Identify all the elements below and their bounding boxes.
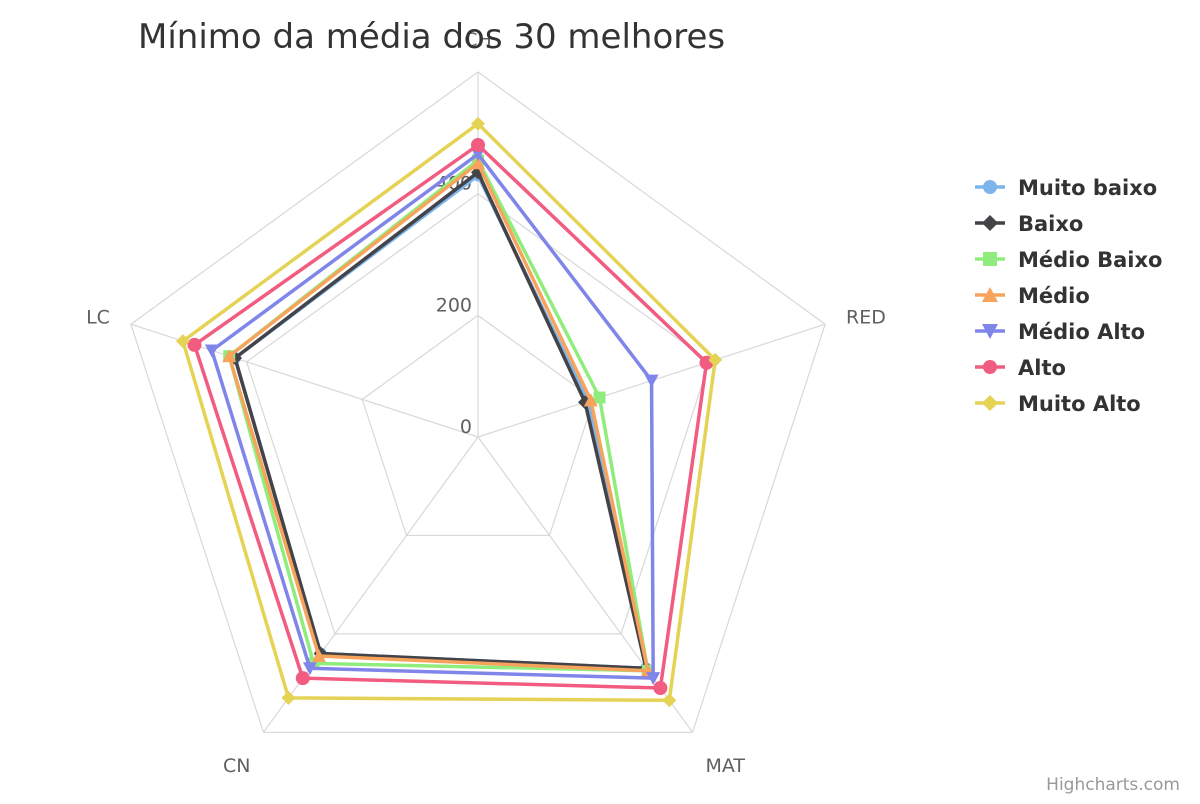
data-point-muito-alto-mat[interactable] — [662, 693, 677, 708]
legend-marker-circle[interactable] — [983, 180, 997, 194]
legend-marker-triangle-down[interactable] — [982, 324, 998, 339]
chart-title: Mínimo da média dos 30 melhores — [138, 17, 725, 57]
legend-label: Médio — [1018, 284, 1090, 308]
legend-label: Alto — [1018, 356, 1066, 380]
legend-marker-diamond[interactable] — [982, 395, 998, 411]
data-point-medio-red[interactable] — [583, 393, 598, 407]
data-point-medio-alto-lc[interactable] — [204, 344, 219, 358]
series-line-muito-baixo — [233, 173, 648, 671]
series-line-medio-baixo — [227, 158, 650, 673]
data-point-muito-alto-lc[interactable] — [175, 334, 190, 349]
legend-marker-diamond[interactable] — [982, 215, 998, 231]
series-medio-alto — [204, 148, 661, 686]
series-line-medio — [227, 161, 650, 673]
legend-item-baixo[interactable]: Baixo — [975, 212, 1083, 236]
legend-item-medio-alto[interactable]: Médio Alto — [975, 320, 1145, 344]
legend: Muito baixo Baixo Médio Baixo Médio Médio Al… — [975, 176, 1162, 416]
grid-ring — [245, 192, 711, 635]
series-medio — [222, 156, 655, 677]
legend-marker-triangle[interactable] — [982, 287, 998, 302]
grid-ring — [361, 314, 595, 537]
legend-label: Médio Alto — [1018, 320, 1145, 344]
data-point-muito-alto-cn[interactable] — [281, 690, 296, 705]
axis-label-cn: CN — [223, 755, 250, 777]
legend-item-medio[interactable]: Médio — [975, 284, 1090, 308]
legend-item-medio-baixo[interactable]: Médio Baixo — [975, 248, 1162, 272]
data-point-alto-mat[interactable] — [653, 680, 668, 695]
series-line-muito-alto — [181, 121, 717, 703]
data-point-medio-alto-red[interactable] — [644, 374, 659, 388]
data-point-medio-cn[interactable] — [311, 649, 326, 663]
radial-tick-label: 0 — [460, 416, 472, 438]
legend-label: Muito baixo — [1018, 176, 1157, 200]
series-group — [175, 116, 723, 708]
series-line-baixo — [233, 170, 648, 671]
series-alto — [187, 138, 714, 695]
axis-label-mat: MAT — [705, 755, 745, 777]
axis-label-red: RED — [846, 306, 886, 328]
axis-labels: CH RED MAT CN LC — [86, 29, 886, 777]
axis-label-lc: LC — [86, 306, 110, 328]
data-point-alto-lc[interactable] — [187, 337, 202, 352]
legend-item-muito-alto[interactable]: Muito Alto — [975, 392, 1141, 416]
data-point-alto-cn[interactable] — [295, 671, 310, 686]
data-point-muito-alto-ch[interactable] — [471, 116, 485, 131]
grid-spoke — [262, 436, 479, 733]
axis-label-ch: CH — [464, 29, 492, 51]
data-point-medio-alto-ch[interactable] — [471, 148, 485, 162]
data-point-medio-baixo-red[interactable] — [593, 391, 606, 404]
data-point-medio-ch[interactable] — [471, 156, 485, 170]
data-point-medio-alto-cn[interactable] — [302, 662, 317, 676]
legend-item-alto[interactable]: Alto — [975, 356, 1066, 380]
series-line-medio-alto — [210, 152, 655, 680]
data-point-medio-lc[interactable] — [222, 349, 237, 363]
series-baixo — [228, 165, 654, 676]
data-point-alto-ch[interactable] — [471, 138, 485, 152]
data-point-medio-alto-mat[interactable] — [646, 672, 661, 686]
series-muito-alto — [175, 116, 723, 708]
legend-marker-circle[interactable] — [983, 360, 997, 374]
radial-tick-label: 200 — [436, 294, 472, 316]
legend-item-muito-baixo[interactable]: Muito baixo — [975, 176, 1157, 200]
legend-label: Baixo — [1018, 212, 1083, 236]
legend-marker-square[interactable] — [983, 252, 997, 266]
credits-link[interactable]: Highcharts.com — [1046, 775, 1180, 795]
series-line-alto — [192, 143, 709, 690]
data-point-muito-alto-red[interactable] — [708, 352, 723, 367]
legend-label: Muito Alto — [1018, 392, 1141, 416]
legend-label: Médio Baixo — [1018, 248, 1162, 272]
grid-ring — [130, 71, 826, 733]
